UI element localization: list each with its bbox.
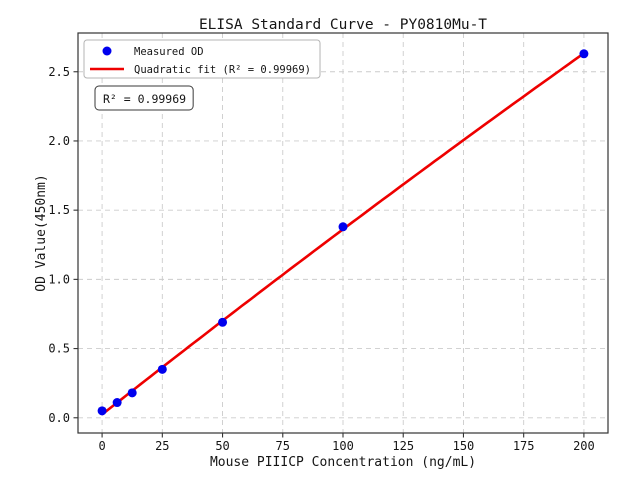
x-tick-label: 175 xyxy=(513,439,535,453)
y-tick-label: 0.0 xyxy=(48,411,70,425)
x-axis-label: Mouse PIIICP Concentration (ng/mL) xyxy=(210,455,476,470)
legend-label-quadratic-fit: Quadratic fit (R² = 0.99969) xyxy=(134,64,311,76)
axes-layer: 0 25 50 75 100 125 150 175 200 0.0 0.5 1.0 1.5 2.0 2.5 xyxy=(48,32,609,453)
y-tick-label: 2.0 xyxy=(48,134,70,148)
x-tick-label: 0 xyxy=(98,439,105,453)
legend-label-measured-od: Measured OD xyxy=(134,46,204,58)
plot-frame xyxy=(77,32,609,434)
y-tick-label: 1.0 xyxy=(48,272,70,286)
data-point xyxy=(218,317,228,327)
data-point xyxy=(97,406,107,416)
data-point xyxy=(157,364,167,374)
r-squared-annotation: R² = 0.99969 xyxy=(94,85,194,111)
data-point xyxy=(579,49,589,59)
x-tick-label: 100 xyxy=(332,439,354,453)
r-squared-annotation-text: R² = 0.99969 xyxy=(103,92,186,106)
r-squared-annotation-box xyxy=(94,85,194,111)
chart-title: ELISA Standard Curve - PY0810Mu-T xyxy=(199,17,487,33)
data-point xyxy=(127,388,137,398)
x-tick-label: 200 xyxy=(573,439,595,453)
series-layer xyxy=(97,49,589,416)
y-tick-label: 2.5 xyxy=(48,65,70,79)
data-point xyxy=(338,222,348,232)
legend: Measured OD Quadratic fit (R² = 0.99969) xyxy=(83,39,321,79)
y-axis-label: OD Value(450nm) xyxy=(34,174,49,291)
x-tick-label: 25 xyxy=(155,439,169,453)
legend-box xyxy=(83,39,321,79)
legend-marker-measured-od xyxy=(102,46,112,56)
x-tick-label: 125 xyxy=(392,439,414,453)
y-tick-label: 1.5 xyxy=(48,203,70,217)
x-tick-label: 150 xyxy=(453,439,475,453)
data-point xyxy=(112,398,122,408)
x-tick-label: 50 xyxy=(215,439,229,453)
grid-layer xyxy=(78,33,608,433)
x-tick-label: 75 xyxy=(276,439,290,453)
y-tick-label: 0.5 xyxy=(48,342,70,356)
